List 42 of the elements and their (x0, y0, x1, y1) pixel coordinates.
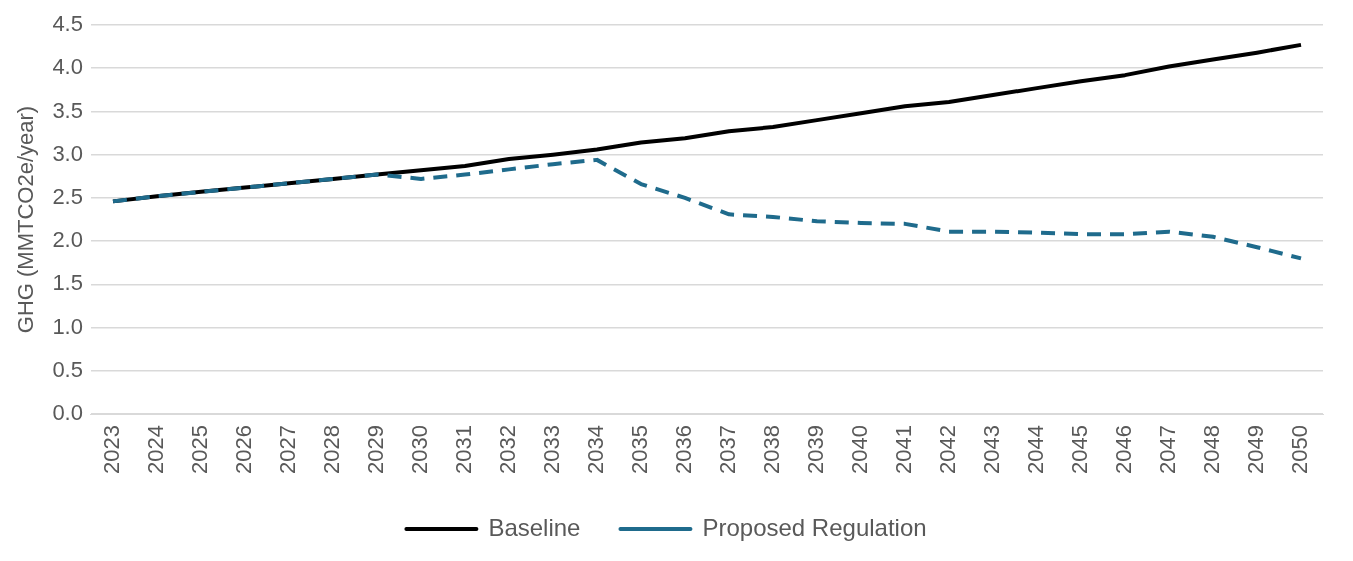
y-tick-label: 0.0 (52, 400, 83, 426)
x-tick-label: 2034 (583, 425, 609, 475)
x-tick-label: 2028 (319, 425, 345, 475)
y-tick-label: 0.5 (52, 356, 83, 382)
y-tick-label: 3.0 (52, 140, 83, 166)
x-tick-label: 2030 (407, 425, 433, 475)
x-tick-label: 2049 (1243, 425, 1269, 475)
x-tick-label: 2041 (891, 425, 917, 475)
x-tick-label: 2038 (759, 425, 785, 475)
x-tick-label: 2045 (1067, 425, 1093, 475)
x-tick-label: 2026 (231, 425, 257, 475)
y-tick-label: 1.5 (52, 270, 83, 296)
x-tick-label: 2031 (451, 425, 477, 475)
y-tick-label: 4.0 (52, 54, 83, 80)
x-tick-label: 2044 (1023, 425, 1049, 475)
x-tick-label: 2023 (99, 425, 125, 475)
line-series (110, 157, 1303, 261)
y-tick-label: 2.5 (52, 183, 83, 209)
x-tick-label: 2050 (1287, 425, 1313, 475)
y-tick-label: 3.5 (52, 97, 83, 123)
x-tick-label: 2024 (143, 425, 169, 475)
x-tick-label: 2047 (1155, 425, 1181, 475)
x-tick-label: 2046 (1111, 425, 1137, 475)
y-tick-label: 4.5 (52, 11, 83, 37)
x-tick-label: 2029 (363, 425, 389, 475)
x-tick-label: 2039 (803, 425, 829, 475)
y-axis-title: GHG (MMTCO2e/year) (13, 105, 39, 334)
x-tick-label: 2040 (847, 425, 873, 475)
x-tick-label: 2043 (979, 425, 1005, 475)
legend-label: Proposed Regulation (702, 513, 927, 541)
x-tick-label: 2035 (627, 425, 653, 475)
x-tick-label: 2025 (187, 425, 213, 475)
x-tick-label: 2033 (539, 425, 565, 475)
x-tick-label: 2037 (715, 425, 741, 475)
x-tick-label: 2032 (495, 425, 521, 475)
x-tick-label: 2027 (275, 425, 301, 475)
y-tick-label: 2.0 (52, 227, 83, 253)
y-tick-label: 1.0 (52, 313, 83, 339)
x-tick-label: 2048 (1199, 425, 1225, 475)
x-tick-label: 2036 (671, 425, 697, 475)
legend-label: Baseline (488, 513, 581, 541)
x-tick-label: 2042 (935, 425, 961, 475)
